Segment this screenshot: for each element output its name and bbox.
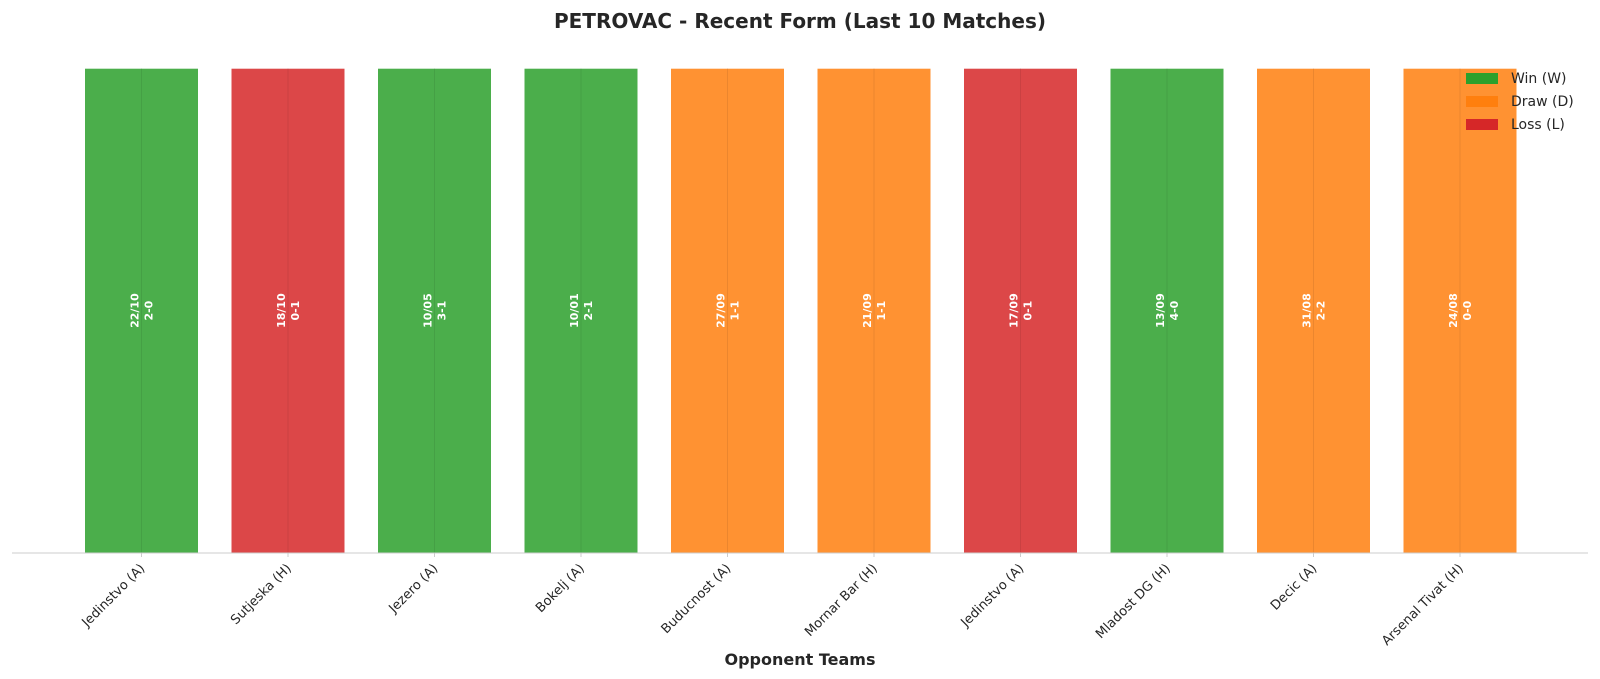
legend: Win (W) Draw (D) Loss (L) (1466, 71, 1574, 133)
legend-swatch-w (1466, 73, 1498, 84)
bars-group: 22/102-0 18/100-1 10/053-1 10/012-1 27/091-1… (84, 67, 1518, 554)
match-score: 0-0 (1461, 300, 1474, 320)
match-date: 22/10 (129, 293, 142, 328)
x-tick-label-8: Mladost DG (H) (1093, 561, 1174, 642)
bar-6-mornar-bar-h (816, 67, 932, 554)
bar-label-1: 22/102-0 (129, 293, 156, 328)
match-score: 2-2 (1315, 301, 1328, 321)
bar-label-5: 27/091-1 (715, 293, 742, 328)
match-date: 18/10 (275, 293, 288, 328)
x-tick-label-6: Mornar Bar (H) (802, 561, 881, 640)
match-date: 10/01 (568, 293, 581, 328)
chart-title: PETROVAC - Recent Form (Last 10 Matches) (554, 9, 1046, 33)
legend-swatch-d (1466, 96, 1498, 107)
match-score: 4-0 (1168, 300, 1181, 320)
legend-swatch-l (1466, 119, 1498, 130)
bar-8-mladost-dg-h (1109, 67, 1225, 554)
legend-label-l: Loss (L) (1511, 117, 1565, 133)
match-date: 13/09 (1154, 293, 1167, 328)
x-tick-label-9: Decic (A) (1268, 561, 1320, 613)
bar-1-jedinstvo-a (84, 67, 199, 554)
bar-label-6: 21/091-1 (861, 293, 888, 328)
bar-label-9: 31/082-2 (1301, 293, 1328, 328)
bar-2-sutjeska-h (230, 67, 346, 554)
bar-label-7: 17/090-1 (1008, 293, 1035, 328)
x-tick-label-10: Arsenal Tivat (H) (1379, 561, 1467, 649)
match-date: 31/08 (1301, 293, 1314, 328)
match-date: 27/09 (715, 293, 728, 328)
match-date: 24/08 (1447, 293, 1460, 328)
match-score: 0-1 (289, 301, 302, 321)
bar-label-8: 13/094-0 (1154, 293, 1181, 328)
bar-label-10: 24/080-0 (1447, 293, 1474, 328)
match-score: 3-1 (436, 301, 449, 321)
x-axis-title: Opponent Teams (725, 650, 876, 669)
bar-10-arsenal-tivat-h (1402, 67, 1518, 554)
x-tick-label-2: Sutjeska (H) (228, 561, 295, 628)
x-tick-label-3: Jezero (A) (386, 561, 442, 617)
x-tick-labels: Jedinstvo (A) Sutjeska (H) Jezero (A) Bokel… (79, 553, 1467, 649)
bar-9-decic-a (1256, 67, 1371, 554)
match-score: 2-0 (143, 300, 156, 320)
match-score: 1-1 (875, 301, 888, 321)
bar-7-jedinstvo-a (963, 67, 1078, 554)
bar-4-bokelj-a (523, 67, 639, 554)
bar-3-jezero-a (377, 67, 492, 554)
legend-label-d: Draw (D) (1511, 94, 1574, 110)
match-score: 1-1 (729, 301, 742, 321)
bar-label-4: 10/012-1 (568, 293, 595, 328)
legend-label-w: Win (W) (1511, 71, 1567, 87)
match-score: 2-1 (582, 301, 595, 321)
match-date: 21/09 (861, 293, 874, 328)
x-tick-label-5: Buducnost (A) (659, 561, 735, 637)
bar-label-3: 10/053-1 (422, 293, 449, 328)
x-tick-label-7: Jedinstvo (A) (958, 561, 1028, 631)
bar-label-2: 18/100-1 (275, 293, 302, 328)
match-score: 0-1 (1022, 301, 1035, 321)
match-date: 17/09 (1008, 293, 1021, 328)
match-date: 10/05 (422, 293, 435, 328)
x-tick-label-1: Jedinstvo (A) (79, 561, 149, 631)
x-tick-label-4: Bokelj (A) (533, 561, 588, 616)
